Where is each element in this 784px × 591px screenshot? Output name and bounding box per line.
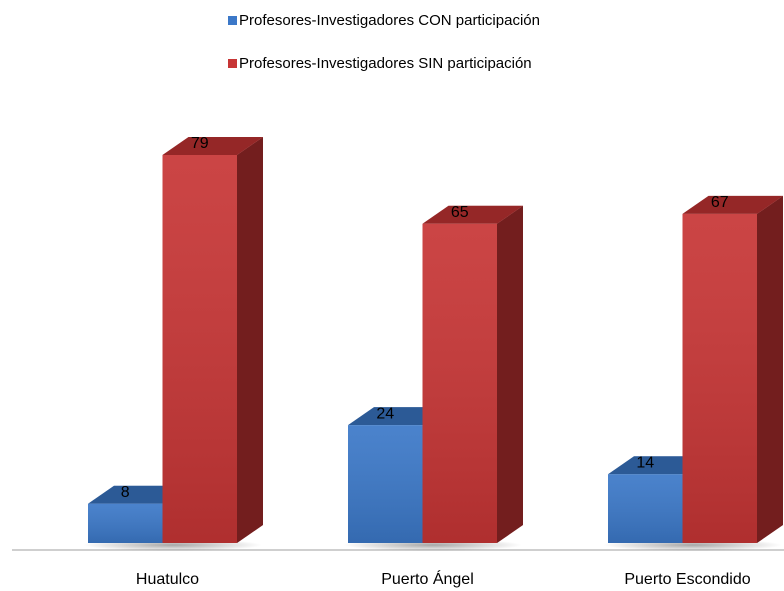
bar-side-shade (237, 137, 263, 543)
bar-top-shade (162, 137, 263, 155)
value-label: 24 (376, 405, 394, 422)
value-label: 67 (711, 194, 729, 211)
legend-label: Profesores-Investigadores CON participac… (239, 12, 540, 29)
bar-side (497, 205, 523, 543)
value-label: 65 (451, 204, 469, 221)
bar-side (237, 137, 263, 543)
bar-shade (162, 155, 237, 543)
bar-shade (88, 503, 163, 543)
bar-shade (608, 474, 683, 543)
bar-shade (348, 425, 423, 543)
x-tick-label: Puerto Escondido (624, 571, 750, 588)
x-tick-label: Puerto Ángel (381, 569, 474, 588)
value-label: 79 (191, 135, 209, 152)
bar-shade (422, 223, 497, 543)
legend-swatch (228, 59, 237, 68)
value-label: 14 (636, 454, 654, 471)
bar-top-shade (422, 205, 523, 224)
bar-top (422, 205, 523, 224)
bar-top-shade (682, 195, 783, 214)
x-tick-label: Huatulco (136, 571, 199, 588)
bar-side-shade (497, 205, 523, 543)
bar-top (682, 195, 783, 214)
bar-shade (682, 213, 757, 543)
bar-top (162, 137, 263, 155)
legend-label: Profesores-Investigadores SIN participac… (239, 55, 532, 72)
bar-side-shade (757, 195, 783, 543)
legend-swatch (228, 16, 237, 25)
bar-side (757, 195, 783, 543)
value-label: 8 (121, 484, 130, 501)
